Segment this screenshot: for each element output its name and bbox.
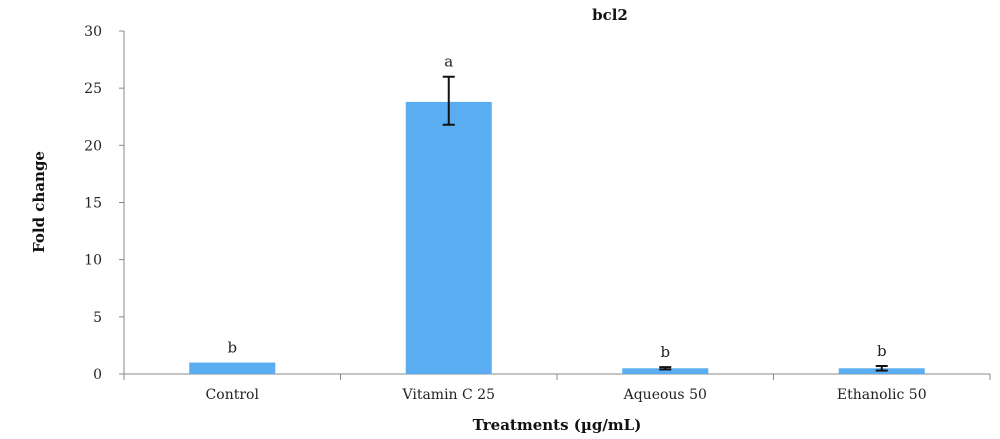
chart-title: bcl2: [592, 6, 628, 24]
y-tick-label: 25: [84, 81, 102, 97]
y-axis-title: Fold change: [30, 151, 48, 253]
y-tick-label: 15: [84, 196, 102, 212]
y-tick-label: 20: [84, 138, 102, 154]
y-tick-label: 0: [93, 367, 102, 383]
x-tick-label: Aqueous 50: [623, 387, 707, 403]
bar: [405, 101, 492, 375]
x-tick-label: Control: [206, 387, 260, 403]
x-tick-label: Ethanolic 50: [837, 387, 927, 403]
y-tick-label: 30: [84, 24, 102, 40]
bar: [189, 362, 276, 374]
significance-label: b: [227, 339, 237, 357]
y-tick-label: 10: [84, 253, 102, 269]
significance-label: b: [877, 342, 887, 360]
significance-label: b: [660, 343, 670, 361]
bar: [622, 368, 709, 374]
x-axis-title: Treatments (µg/mL): [473, 416, 642, 434]
plot-area: 0 5 10 15 20 25 30 Control b Vitamin C 25 a Aqueous…: [84, 24, 991, 403]
x-tick-label: Vitamin C 25: [401, 387, 495, 403]
significance-label: a: [444, 53, 453, 71]
y-tick-label: 5: [93, 310, 102, 326]
